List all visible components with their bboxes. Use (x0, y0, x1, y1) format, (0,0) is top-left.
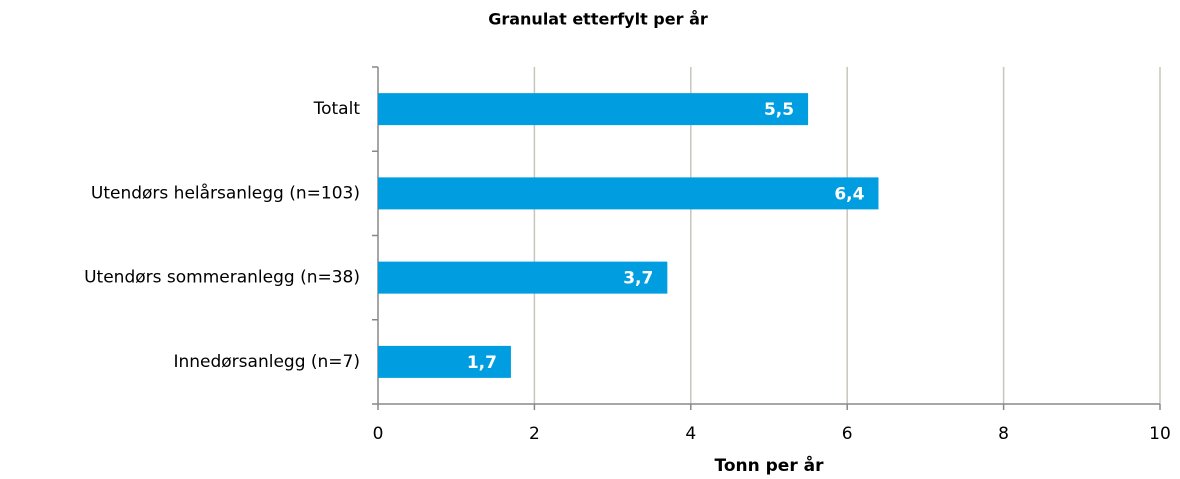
x-tick-label: 2 (529, 424, 540, 444)
x-tick-label: 10 (1149, 424, 1171, 444)
data-label: 6,4 (834, 184, 864, 204)
x-tick-label: 4 (685, 424, 696, 444)
y-tick-label: Totalt (313, 99, 361, 119)
y-tick-label: Utendørs helårsanlegg (n=103) (91, 182, 360, 203)
bar (378, 177, 879, 210)
y-tick-label: Utendørs sommeranlegg (n=38) (84, 268, 360, 288)
chart-title: Granulat etterfylt per år (488, 10, 708, 29)
x-tick-label: 8 (998, 424, 1009, 444)
bar (378, 93, 809, 126)
x-tick-label: 0 (373, 424, 384, 444)
y-tick-label: Innedørsanlegg (n=7) (173, 352, 360, 372)
x-tick-label: 6 (842, 424, 853, 444)
bar (378, 261, 668, 294)
bar (378, 345, 511, 378)
data-label: 1,7 (467, 353, 497, 373)
data-label: 3,7 (623, 269, 653, 289)
data-label: 5,5 (764, 100, 794, 120)
x-axis-label: Tonn per år (715, 454, 825, 476)
